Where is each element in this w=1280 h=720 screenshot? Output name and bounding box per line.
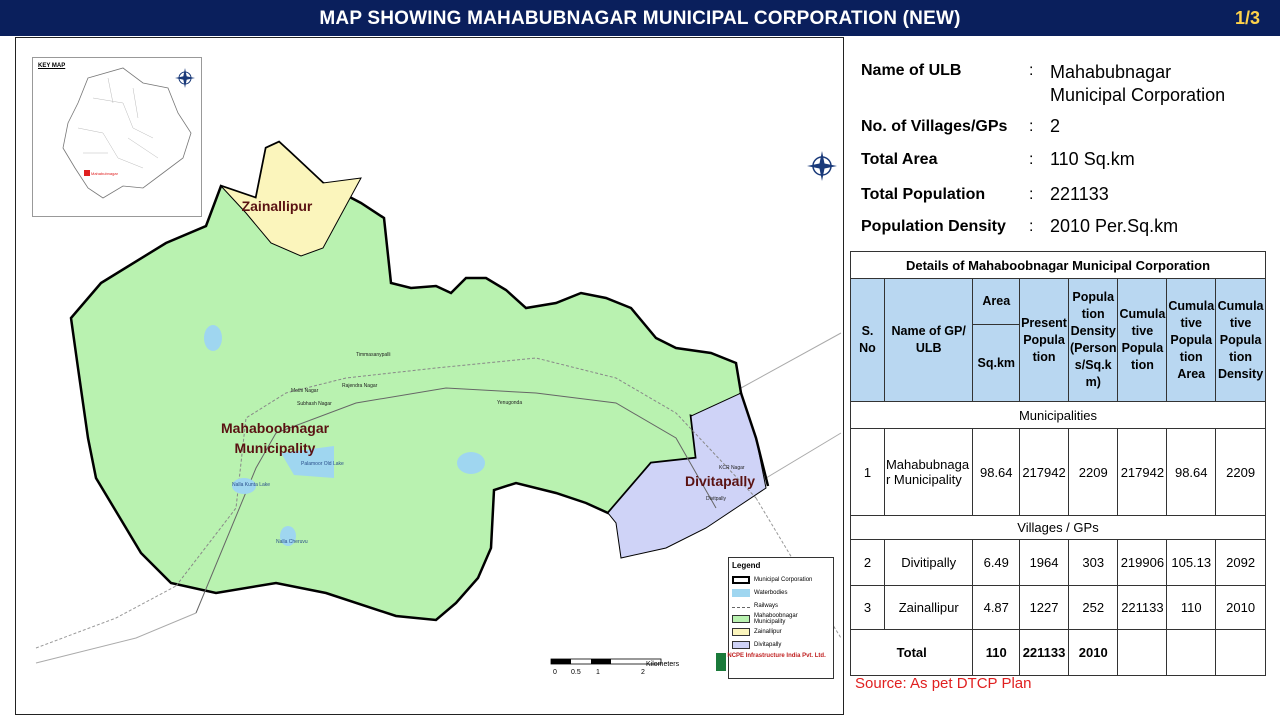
place-timmasanypalli: Timmasanypalli bbox=[356, 352, 391, 358]
scale-tick-0: 0 bbox=[553, 669, 557, 676]
table-caption: Details of Mahaboobnagar Municipal Corpo… bbox=[850, 251, 1266, 279]
map-legend: Legend Municipal Corporation Waterbodies… bbox=[728, 557, 834, 679]
company-logo: NCPE Infrastructure India Pvt. Ltd. bbox=[716, 653, 831, 677]
place-mothi-nagar: Mothi Nagar bbox=[291, 388, 319, 394]
scale-tick-1: 1 bbox=[596, 669, 600, 676]
title-bar: MAP SHOWING MAHABUBNAGAR MUNICIPAL CORPO… bbox=[0, 0, 1280, 36]
zainallipur-region bbox=[220, 141, 362, 257]
header-cum-pop: Cumula tive Popula tion bbox=[1117, 278, 1168, 402]
header-area: Area bbox=[972, 278, 1021, 325]
scale-bar: 0 0.5 1 2 Kilometers bbox=[550, 658, 680, 676]
info-value-name: Mahabubnagar Municipal Corporation bbox=[1050, 62, 1226, 105]
label-divitapally: Divitapally bbox=[685, 473, 755, 489]
scale-tick-2: 2 bbox=[641, 669, 645, 676]
header-cum-area: Cumula tive Popula tion Area bbox=[1166, 278, 1217, 402]
header-area-unit: Sq.km bbox=[972, 324, 1021, 402]
legend-item-waterbodies: Waterbodies bbox=[732, 586, 830, 599]
corporation-boundary-east bbox=[739, 392, 770, 487]
nalla-kunta-lake bbox=[232, 478, 256, 494]
label-municipality-line1: Mahaboobnagar bbox=[221, 420, 330, 436]
legend-item-divitapally: Divitapally bbox=[732, 638, 830, 651]
place-rajendra-nagar: Rajendra Nagar bbox=[342, 383, 378, 389]
details-table: Details of Mahaboobnagar Municipal Corpo… bbox=[849, 251, 1266, 676]
railway-line bbox=[175, 357, 757, 587]
info-value-population: 221133 bbox=[1050, 184, 1109, 204]
key-map-north-icon bbox=[175, 68, 195, 88]
legend-item-zainallipur: Zainallipur bbox=[732, 625, 830, 638]
section-villages: Villages / GPs bbox=[850, 515, 1266, 540]
header-sno: S. No bbox=[850, 278, 885, 402]
info-value-villages: 2 bbox=[1050, 116, 1061, 136]
info-label-density: Population Density bbox=[861, 218, 1006, 235]
header-name: Name of GP/ ULB bbox=[883, 278, 974, 402]
map-panel: Zainallipur Mahaboobnagar Municipality D… bbox=[15, 37, 844, 715]
source-note: Source: As pet DTCP Plan bbox=[855, 675, 1032, 692]
info-label-villages: No. of Villages/GPs bbox=[861, 118, 1008, 135]
main-road bbox=[195, 387, 717, 614]
key-map-marker: Mahabubnagar bbox=[91, 171, 119, 176]
railway-line-west bbox=[35, 585, 177, 649]
north-arrow-icon bbox=[807, 151, 837, 181]
scale-tick-05: 0.5 bbox=[571, 669, 581, 676]
logo-icon bbox=[716, 653, 726, 671]
key-map-label: KEY MAP bbox=[38, 63, 66, 69]
label-zainallipur: Zainallipur bbox=[242, 198, 313, 214]
place-nalla-kunta: Nalla Kunta Lake bbox=[232, 482, 270, 488]
place-subhash-nagar: Subhash Nagar bbox=[297, 401, 332, 407]
waterbody-1 bbox=[204, 325, 222, 351]
label-municipality-line2: Municipality bbox=[235, 440, 316, 456]
section-municipalities: Municipalities bbox=[850, 401, 1266, 429]
road-east bbox=[740, 332, 842, 389]
palamoor-lake bbox=[281, 446, 334, 478]
place-nalla-cheruvu: Nalla Cheruvu bbox=[276, 539, 308, 545]
table-row: 2 Divitipally 6.49 1964 303 219906 105.1… bbox=[850, 539, 1266, 586]
legend-item-corporation: Municipal Corporation bbox=[732, 573, 830, 586]
map-canvas: Zainallipur Mahaboobnagar Municipality D… bbox=[35, 140, 842, 676]
road-west bbox=[35, 612, 197, 664]
info-colon: : bbox=[1029, 218, 1034, 235]
info-colon: : bbox=[1029, 62, 1034, 79]
place-palamoor-lake: Palamoor Old Lake bbox=[301, 461, 344, 467]
info-value-density: 2010 Per.Sq.km bbox=[1050, 216, 1179, 236]
info-label-population: Total Population bbox=[861, 186, 986, 203]
page-title: MAP SHOWING MAHABUBNAGAR MUNICIPAL CORPO… bbox=[319, 8, 961, 29]
divitapally-region bbox=[607, 392, 767, 559]
place-yenugonda: Yenugonda bbox=[497, 400, 522, 406]
legend-item-railways: Railways bbox=[732, 599, 830, 612]
header-density: Popula tion Density (Person s/Sq.k m) bbox=[1067, 278, 1119, 402]
place-kcr-nagar: KCR Nagar bbox=[719, 465, 745, 471]
info-colon: : bbox=[1029, 151, 1034, 168]
info-label-area: Total Area bbox=[861, 151, 938, 168]
table-total-row: Total 110 221133 2010 bbox=[849, 629, 1266, 676]
key-map: KEY MAP Mahabubnagar bbox=[32, 57, 202, 217]
legend-title: Legend bbox=[732, 561, 761, 570]
table-row: 3 Zainallipur 4.87 1227 252 221133 110 2… bbox=[850, 585, 1266, 630]
nalla-cheruvu-lake bbox=[280, 526, 296, 546]
info-colon: : bbox=[1029, 118, 1034, 135]
page-number: 1/3 bbox=[1234, 8, 1260, 28]
waterbody-5 bbox=[457, 452, 485, 474]
info-colon: : bbox=[1029, 186, 1034, 203]
info-label-name: Name of ULB bbox=[861, 62, 962, 79]
legend-item-municipality: Mahaboobnagar Municipality bbox=[732, 612, 830, 625]
table-row: 1 Mahabubnaga r Municipality 98.64 21794… bbox=[850, 428, 1266, 516]
header-cum-density: Cumula tive Popula tion Density bbox=[1215, 278, 1266, 402]
scale-unit: Kilometers bbox=[646, 661, 680, 668]
key-map-outline: Mahabubnagar bbox=[62, 67, 195, 199]
info-value-area: 110 Sq.km bbox=[1050, 149, 1135, 169]
place-divitpally: Divitpally bbox=[706, 496, 727, 502]
header-present-pop: Present Popula tion bbox=[1019, 278, 1069, 402]
